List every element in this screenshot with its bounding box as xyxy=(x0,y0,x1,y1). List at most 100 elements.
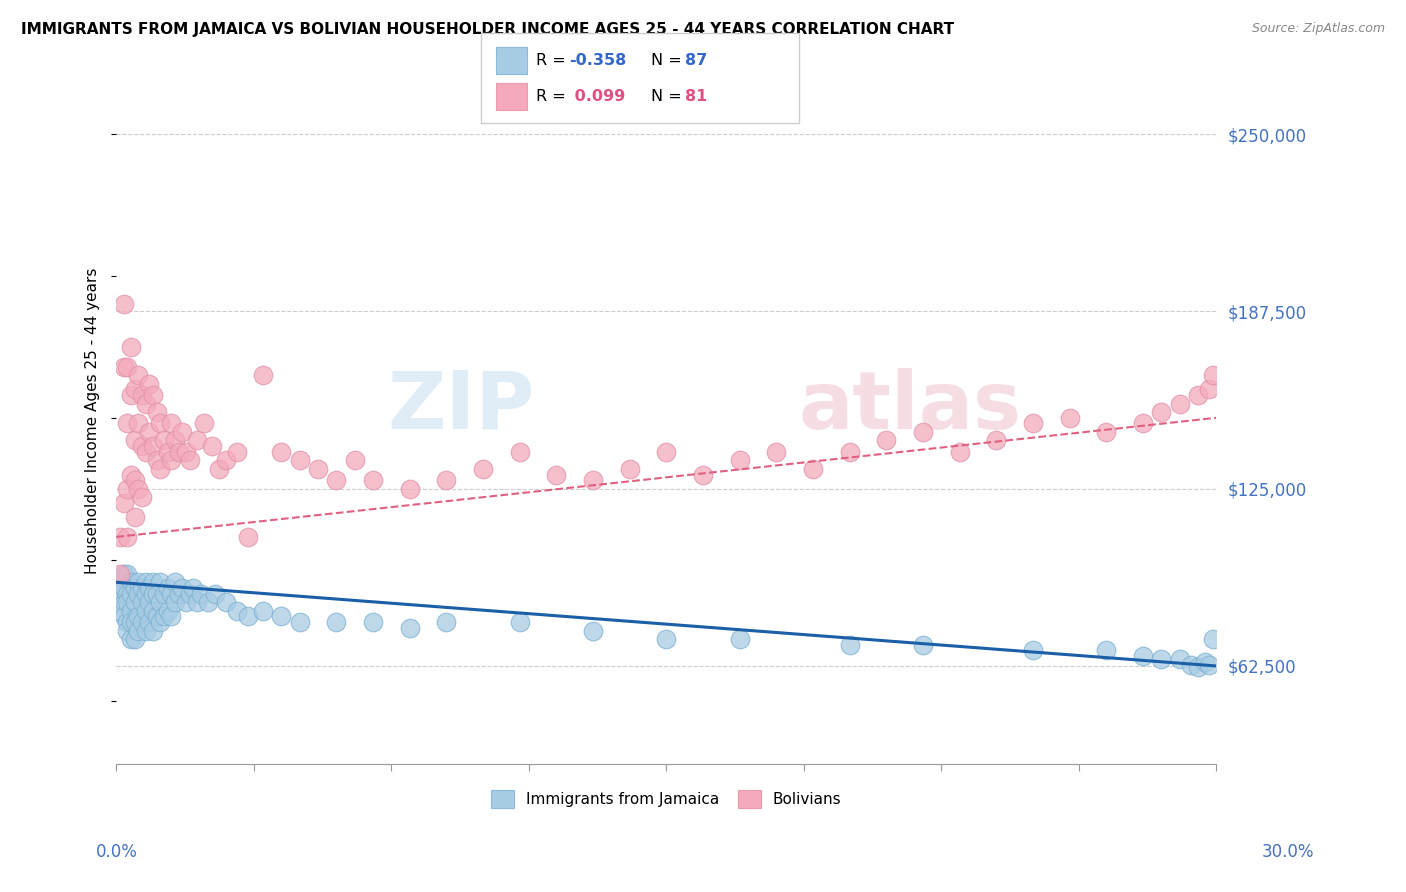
Point xyxy=(181,581,204,595)
Point xyxy=(398,482,420,496)
Point xyxy=(174,595,197,609)
Point xyxy=(911,638,934,652)
Point xyxy=(135,445,157,459)
Point xyxy=(120,587,142,601)
Point xyxy=(117,530,139,544)
Point xyxy=(911,425,934,439)
Point xyxy=(135,624,157,638)
Point xyxy=(156,581,179,595)
Point xyxy=(149,615,172,629)
Text: atlas: atlas xyxy=(799,368,1021,446)
Point xyxy=(1059,410,1081,425)
Point xyxy=(127,609,149,624)
Point xyxy=(117,566,139,581)
Point xyxy=(655,632,678,646)
Point xyxy=(131,388,153,402)
Point xyxy=(325,473,347,487)
Point xyxy=(108,604,131,618)
Text: ZIP: ZIP xyxy=(387,368,534,446)
Text: 0.0%: 0.0% xyxy=(96,843,138,861)
Point xyxy=(112,297,135,311)
Point xyxy=(112,359,135,374)
Point xyxy=(156,604,179,618)
Point xyxy=(124,434,146,448)
Point xyxy=(1168,396,1191,410)
Point xyxy=(163,595,186,609)
Point xyxy=(112,496,135,510)
Point xyxy=(1198,657,1220,672)
Point xyxy=(1022,643,1045,657)
Point xyxy=(361,615,384,629)
Point xyxy=(135,604,157,618)
Point xyxy=(801,462,824,476)
Point xyxy=(167,587,190,601)
Point xyxy=(163,434,186,448)
Point xyxy=(131,615,153,629)
Text: IMMIGRANTS FROM JAMAICA VS BOLIVIAN HOUSEHOLDER INCOME AGES 25 - 44 YEARS CORREL: IMMIGRANTS FROM JAMAICA VS BOLIVIAN HOUS… xyxy=(21,22,955,37)
Point xyxy=(1095,643,1118,657)
Point xyxy=(124,615,146,629)
Point xyxy=(124,510,146,524)
Point xyxy=(1201,632,1223,646)
Point xyxy=(127,587,149,601)
Text: N =: N = xyxy=(651,89,688,103)
Point xyxy=(131,490,153,504)
Point xyxy=(108,587,131,601)
Point xyxy=(1180,657,1202,672)
Point xyxy=(215,595,238,609)
Point xyxy=(193,417,215,431)
Point xyxy=(142,439,165,453)
Text: R =: R = xyxy=(536,54,571,68)
Text: N =: N = xyxy=(651,54,688,68)
Point xyxy=(692,467,714,482)
Point xyxy=(509,615,531,629)
Point xyxy=(131,439,153,453)
Point xyxy=(131,581,153,595)
Point xyxy=(124,595,146,609)
Point xyxy=(145,405,167,419)
Point xyxy=(1201,368,1223,383)
Point xyxy=(124,473,146,487)
Point xyxy=(142,587,165,601)
Point xyxy=(149,595,172,609)
Point xyxy=(1132,417,1154,431)
Point xyxy=(131,595,153,609)
Point xyxy=(186,595,208,609)
Point xyxy=(307,462,329,476)
Point xyxy=(1150,405,1173,419)
Point xyxy=(112,609,135,624)
Point xyxy=(108,530,131,544)
Point xyxy=(288,615,311,629)
Point xyxy=(270,445,292,459)
Point xyxy=(163,575,186,590)
Point xyxy=(343,453,366,467)
Text: 87: 87 xyxy=(685,54,707,68)
Point xyxy=(582,624,605,638)
Point xyxy=(149,462,172,476)
Legend: Immigrants from Jamaica, Bolivians: Immigrants from Jamaica, Bolivians xyxy=(485,784,848,814)
Text: 30.0%: 30.0% xyxy=(1263,843,1315,861)
Point xyxy=(226,445,249,459)
Point xyxy=(1150,652,1173,666)
Point xyxy=(153,434,176,448)
Point xyxy=(160,453,183,467)
Point xyxy=(142,604,165,618)
Point xyxy=(124,383,146,397)
Point xyxy=(135,587,157,601)
Point xyxy=(179,587,201,601)
Point xyxy=(120,632,142,646)
Point xyxy=(127,417,149,431)
Point xyxy=(160,587,183,601)
Point xyxy=(117,624,139,638)
Point xyxy=(167,445,190,459)
Point xyxy=(138,425,160,439)
Point xyxy=(127,575,149,590)
Point xyxy=(138,615,160,629)
Point xyxy=(145,609,167,624)
Point xyxy=(252,368,274,383)
Point xyxy=(190,587,212,601)
Point xyxy=(153,587,176,601)
Point xyxy=(215,453,238,467)
Point xyxy=(208,462,231,476)
Point xyxy=(325,615,347,629)
